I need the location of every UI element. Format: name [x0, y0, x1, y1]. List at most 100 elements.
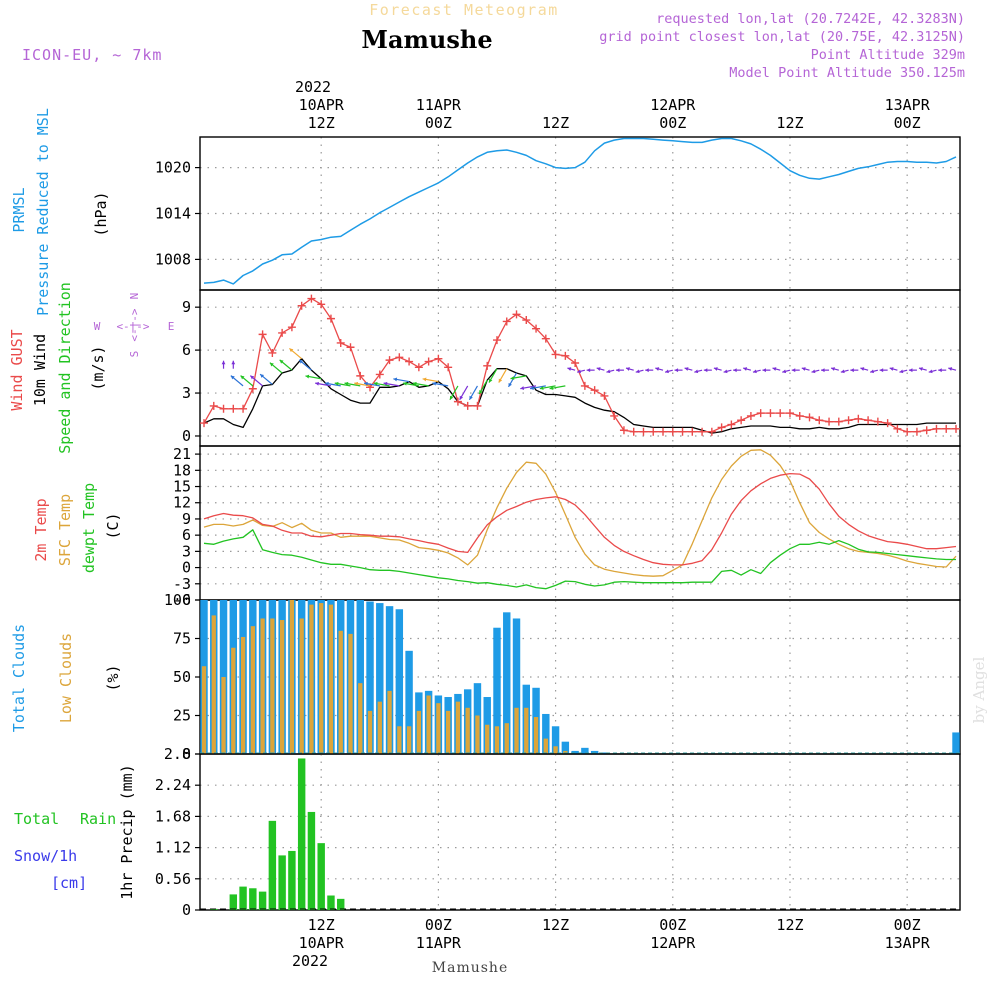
model-altitude: Model Point Altitude 350.125m — [729, 65, 965, 81]
wind-arrow-head — [324, 381, 329, 386]
wind-arrow-head — [260, 374, 265, 378]
y-tick-label: 1008 — [155, 250, 191, 268]
gust-marker — [532, 324, 541, 333]
gust-marker — [854, 414, 863, 423]
wind-arrow-head — [694, 369, 699, 374]
temp-sfc-label: SFC Temp — [56, 494, 74, 566]
rain-bar — [327, 895, 335, 910]
rain-bar — [268, 820, 277, 910]
y-tick-label: 3 — [182, 384, 191, 402]
pressure-msl-label: Pressure Reduced to MSL — [34, 108, 52, 316]
y-tick-label: 75 — [173, 630, 191, 648]
temp-2m-label: 2m Temp — [32, 498, 50, 561]
gust-marker — [629, 427, 638, 436]
gust-marker — [200, 419, 208, 428]
dewpoint-line — [203, 529, 956, 590]
temp-unit-label: (C) — [104, 512, 122, 539]
cloud-unit-label: (%) — [104, 664, 122, 691]
low-cloud-bar — [260, 618, 265, 754]
low-cloud-bar — [455, 701, 461, 754]
wind-arrow-head — [860, 367, 865, 371]
wind-arrow-head — [831, 367, 835, 371]
gust-marker — [668, 427, 677, 436]
y-tick-label: 1.12 — [155, 839, 191, 857]
wind-arrow-head — [567, 367, 572, 371]
wind-arrow-head — [488, 378, 493, 383]
wind-arrow-head — [840, 369, 845, 374]
gust-marker — [375, 370, 384, 379]
wind-arrow-head — [821, 368, 825, 373]
low-cloud-bar — [533, 717, 539, 754]
wind-arrow-head — [403, 381, 407, 386]
credit-label: by Angel — [970, 656, 988, 723]
top-date-label: 12APR — [650, 96, 696, 114]
total-cloud-bar — [551, 726, 560, 754]
wind-arrow-head — [908, 368, 913, 373]
compass-vert-arrows: <-|-> — [128, 308, 141, 341]
gust-marker — [444, 363, 453, 372]
gust-marker — [248, 384, 257, 393]
requested-point: requested lon,lat (20.7242E, 42.3283N) — [656, 11, 965, 27]
wind-arrow-head — [539, 386, 544, 390]
total-cloud-bar — [503, 612, 511, 754]
low-cloud-bar — [348, 633, 353, 754]
gust-marker — [229, 404, 238, 413]
wind-arrow-head — [240, 375, 245, 380]
cloud-panel: 0 25 50 75 100 — [164, 591, 961, 763]
gust-marker — [746, 411, 755, 420]
wind-arrow-head — [713, 367, 718, 371]
gust-marker — [453, 397, 462, 406]
low-clouds-label: Low Clouds — [57, 633, 75, 723]
model-label: ICON-EU, ~ 7km — [22, 46, 162, 64]
wind-arrow-head — [250, 375, 255, 380]
rain-bar — [278, 855, 286, 910]
total-cloud-bar — [385, 606, 394, 754]
wind-10m-label: 10m Wind — [31, 334, 49, 406]
wind-arrow-head — [918, 367, 923, 371]
gust-marker — [619, 426, 628, 435]
gust-marker — [737, 416, 746, 425]
y-tick-label: 50 — [173, 668, 191, 686]
top-hour-label: 12Z — [542, 114, 569, 132]
total-cloud-bar — [581, 747, 589, 754]
rain-bar — [297, 758, 306, 910]
gust-marker — [512, 310, 521, 319]
low-cloud-bar — [543, 738, 548, 754]
wind-arrow-head — [373, 381, 378, 386]
rain-bar — [239, 886, 247, 910]
wind-arrow-head — [299, 359, 304, 364]
pressure-unit-label: (hPa) — [92, 191, 110, 236]
rain-bar — [288, 850, 296, 910]
low-cloud-bar — [270, 618, 275, 754]
wind-arrow-head — [231, 360, 236, 365]
bottom-hour-label: 00Z — [425, 916, 452, 934]
y-tick-label: 2.24 — [155, 776, 191, 794]
wind-gust-line — [203, 297, 956, 433]
low-cloud-bar — [279, 620, 285, 754]
top-hour-label: 12Z — [308, 114, 335, 132]
top-hour-label: 00Z — [894, 114, 921, 132]
gust-marker — [346, 343, 355, 352]
top-date-label: 11APR — [416, 96, 462, 114]
wind-arrow-head — [684, 367, 689, 371]
wind-arrow-head — [432, 381, 437, 386]
wind-speed-dir-label: Speed and Direction — [56, 282, 74, 454]
gust-marker — [551, 350, 560, 359]
sfc-temp-line — [203, 449, 957, 577]
total-clouds-label: Total Clouds — [10, 624, 28, 732]
wind-arrow-head — [508, 382, 512, 387]
y-tick-label: 0 — [182, 901, 191, 919]
gust-marker — [766, 409, 775, 418]
wind-arrow-head — [344, 381, 349, 386]
gust-marker — [600, 391, 609, 400]
precip-total-label: Total — [14, 810, 59, 828]
prmsl-label: PRMSL — [10, 187, 28, 232]
y-tick-label: 1020 — [155, 159, 191, 177]
wind-arrow-head — [530, 386, 534, 390]
bottom-date-label: 11APR — [416, 934, 462, 952]
wind-arrow-head — [899, 369, 904, 374]
rain-bar — [317, 843, 325, 910]
